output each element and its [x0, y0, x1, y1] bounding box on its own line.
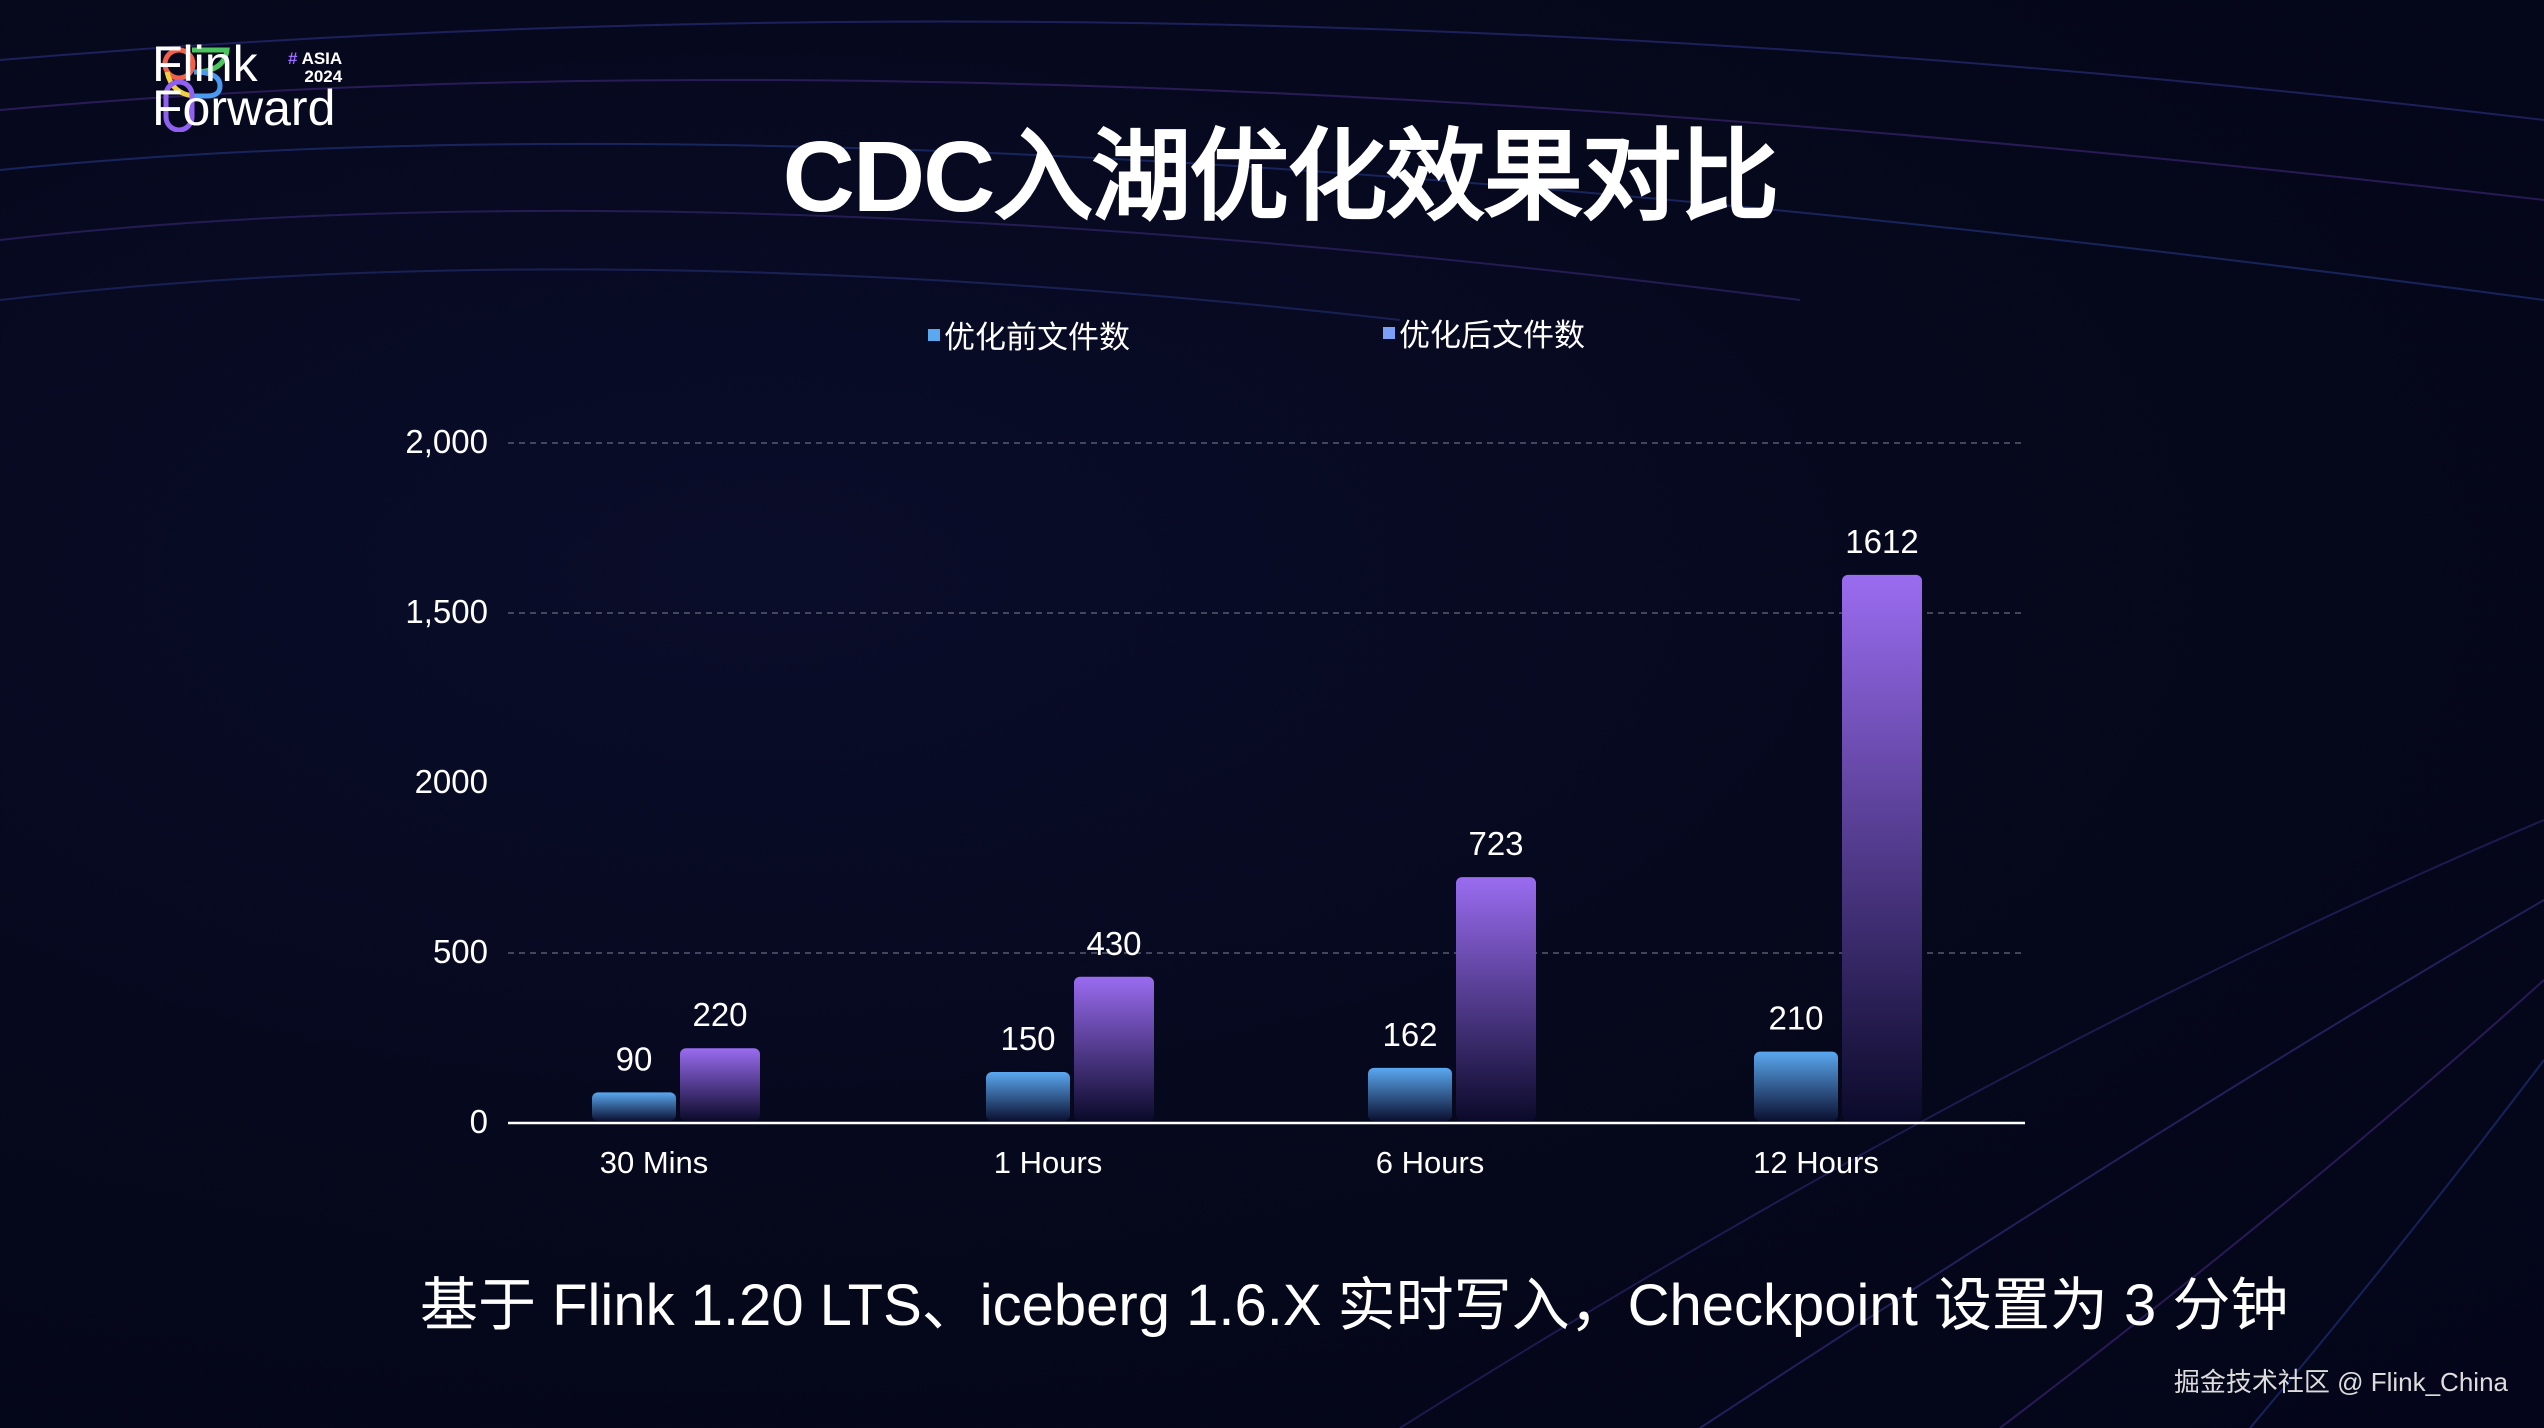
legend-label-before: 优化前文件数 [944, 320, 1130, 355]
data-label: 1612 [1845, 523, 1918, 560]
legend-swatch-after [1383, 326, 1395, 339]
bar-before [592, 1092, 676, 1121]
page-title: CDC入湖优化效果对比 [782, 121, 1780, 233]
legend-item-before: 优化前文件数 [928, 312, 1130, 357]
flink-forward-logo [162, 47, 230, 132]
y-tick-label: 2000 [414, 763, 488, 800]
data-label: 90 [616, 1040, 653, 1077]
watermark: 掘金技术社区 @ Flink_China [2173, 1367, 2508, 1397]
legend-label-after: 优化后文件数 [1399, 318, 1585, 353]
logo-line2: Forward [152, 80, 336, 136]
x-tick-label: 1 Hours [994, 1145, 1103, 1180]
y-tick-label: 1,500 [405, 593, 488, 630]
data-label: 430 [1086, 925, 1141, 962]
bar-after [1842, 574, 1922, 1121]
data-label: 162 [1382, 1016, 1437, 1053]
bar-before [1754, 1051, 1838, 1121]
bar-after [680, 1048, 760, 1121]
legend-swatch-before [928, 328, 940, 341]
bar-after [1456, 877, 1536, 1121]
x-tick-label: 12 Hours [1753, 1145, 1879, 1180]
caption: 基于 Flink 1.20 LTS、iceberg 1.6.X 实时写入，Che… [420, 1273, 2289, 1338]
bar-before [986, 1072, 1070, 1121]
x-tick-label: 30 Mins [600, 1145, 709, 1180]
logo-line1: Flink [152, 36, 258, 92]
logo-hash: # [288, 49, 298, 68]
y-tick-label: 2,000 [405, 423, 488, 460]
legend-item-after: 优化后文件数 [1383, 310, 1585, 355]
logo-year: 2024 [304, 67, 343, 86]
logo-text: Flink Forward [152, 36, 336, 136]
bar-before [1368, 1067, 1452, 1121]
data-label: 220 [692, 996, 747, 1033]
x-tick-label: 6 Hours [1376, 1145, 1485, 1180]
logo-region: ASIA [301, 49, 343, 68]
logo-tag: # ASIA 2024 [288, 50, 342, 86]
data-label: 723 [1468, 825, 1523, 862]
data-label: 210 [1768, 1000, 1823, 1037]
y-tick-label: 0 [469, 1103, 488, 1140]
bar-after [1074, 976, 1154, 1121]
data-label: 150 [1000, 1020, 1055, 1057]
y-tick-label: 500 [432, 933, 488, 970]
